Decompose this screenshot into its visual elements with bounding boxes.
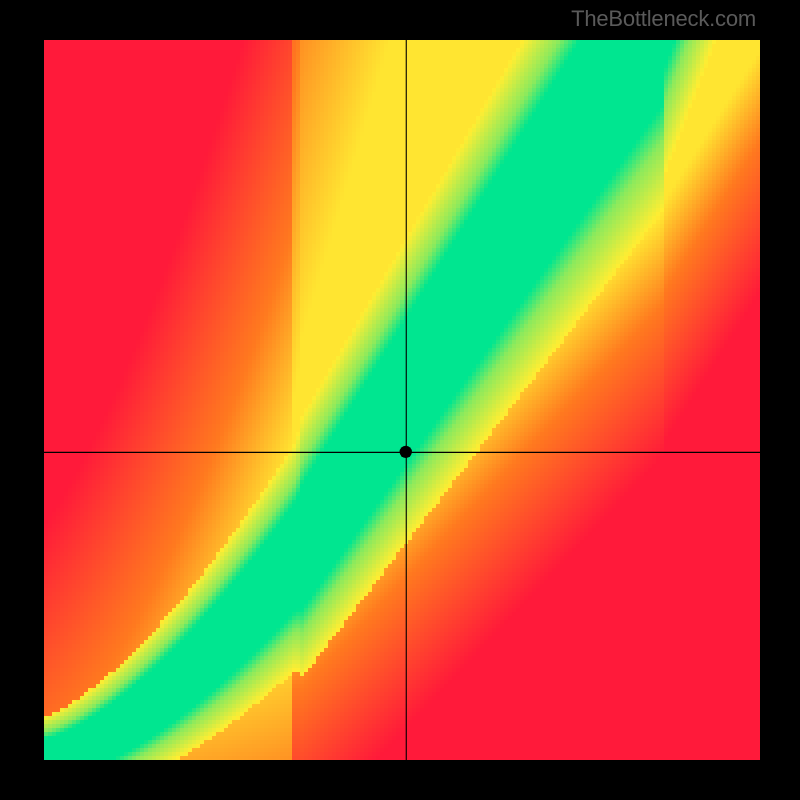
heatmap-canvas <box>40 40 760 760</box>
chart-outer-frame: TheBottleneck.com <box>0 0 800 800</box>
watermark-text: TheBottleneck.com <box>571 6 756 32</box>
plot-frame <box>40 40 760 760</box>
